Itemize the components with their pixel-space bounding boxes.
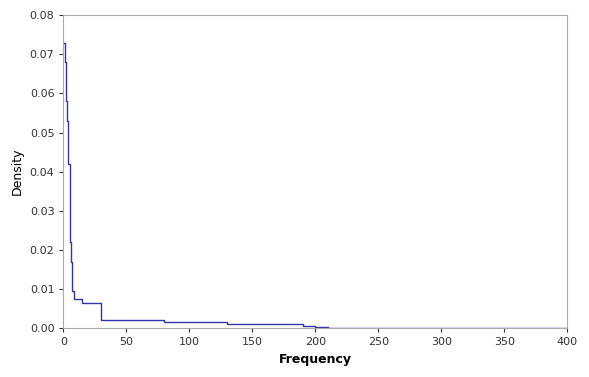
X-axis label: Frequency: Frequency: [279, 353, 352, 366]
Y-axis label: Density: Density: [11, 148, 24, 195]
